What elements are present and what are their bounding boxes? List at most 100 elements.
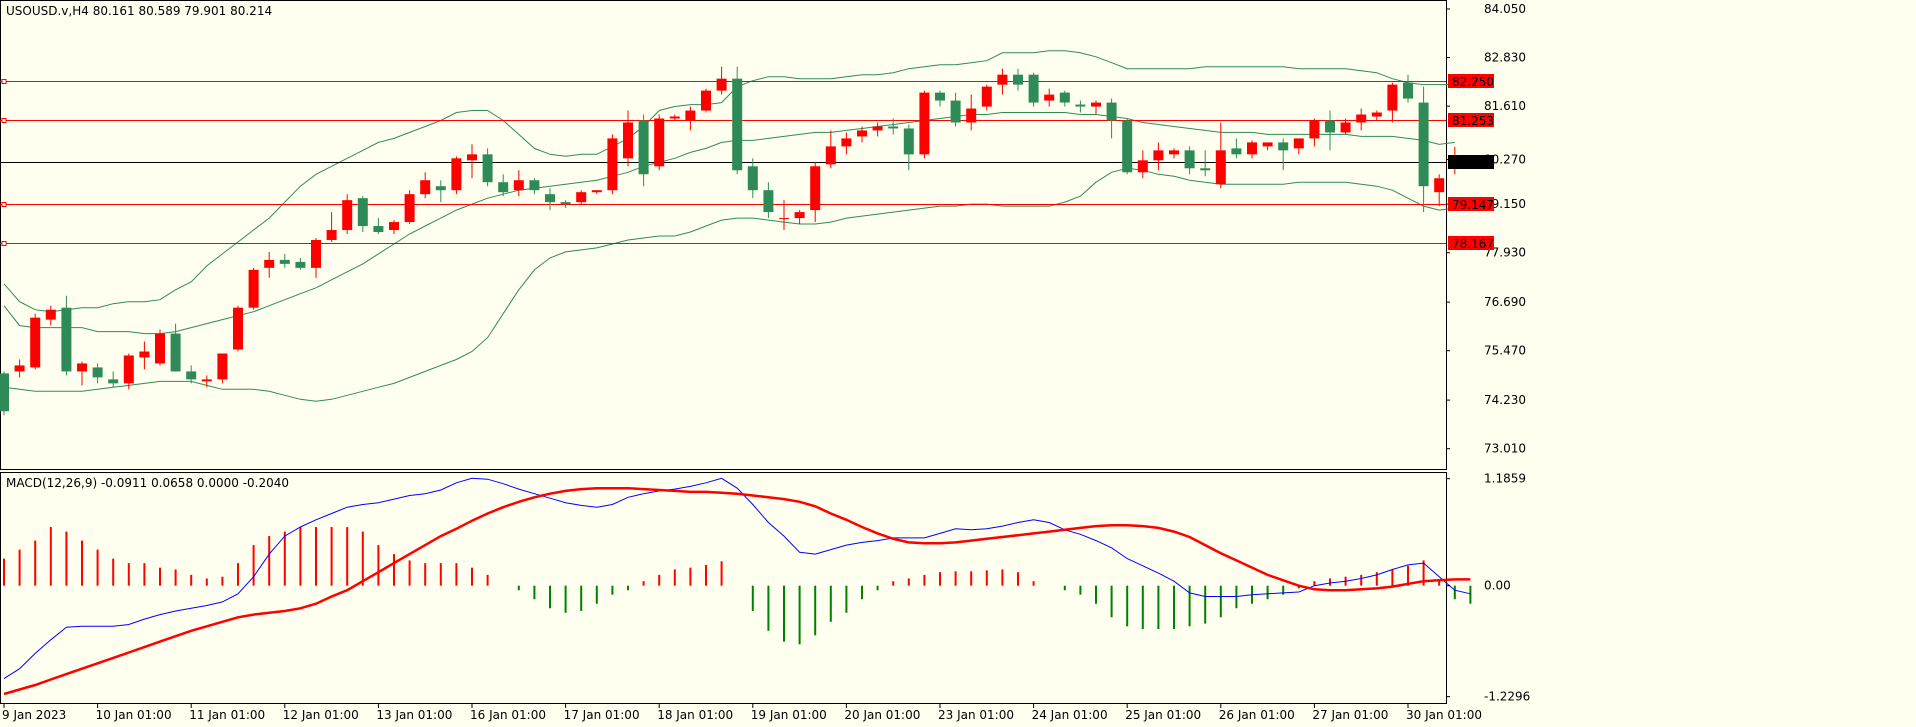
- candle-body[interactable]: [435, 186, 446, 191]
- level-anchor-handle[interactable]: [1, 241, 7, 246]
- candle-body[interactable]: [1262, 142, 1273, 147]
- candle-body[interactable]: [763, 190, 774, 213]
- candle-body[interactable]: [108, 379, 119, 384]
- candle-body[interactable]: [1325, 120, 1335, 133]
- candle-body[interactable]: [560, 202, 571, 205]
- candle-body[interactable]: [685, 110, 696, 121]
- candle-body[interactable]: [888, 126, 899, 129]
- candle-body[interactable]: [1340, 122, 1351, 133]
- candle-body[interactable]: [654, 118, 665, 167]
- candle-body[interactable]: [311, 239, 321, 268]
- candle-body[interactable]: [186, 371, 197, 380]
- candle-body[interactable]: [1231, 148, 1242, 155]
- candle-body[interactable]: [1247, 142, 1257, 155]
- candle-body[interactable]: [1309, 120, 1320, 139]
- candle-body[interactable]: [513, 180, 524, 191]
- candle-body[interactable]: [1387, 84, 1398, 111]
- candle-body[interactable]: [1356, 114, 1367, 123]
- candle-body[interactable]: [1028, 74, 1039, 103]
- candle-body[interactable]: [467, 154, 477, 161]
- candle-body[interactable]: [966, 108, 977, 123]
- candle-body[interactable]: [1106, 102, 1117, 121]
- candle-body[interactable]: [1403, 82, 1413, 99]
- candle-body[interactable]: [264, 259, 275, 268]
- candle-body[interactable]: [903, 128, 914, 155]
- candle-body[interactable]: [342, 200, 353, 231]
- candle-body[interactable]: [747, 166, 758, 191]
- candle-body[interactable]: [139, 351, 150, 358]
- candle-body[interactable]: [61, 307, 72, 372]
- candle-body[interactable]: [857, 130, 867, 137]
- candle-body[interactable]: [92, 367, 103, 378]
- candle-body[interactable]: [389, 222, 399, 231]
- candle-body[interactable]: [1293, 138, 1304, 149]
- candle-body[interactable]: [1418, 102, 1429, 187]
- candle-body[interactable]: [248, 269, 259, 308]
- candle-body[interactable]: [716, 78, 727, 91]
- candle-body[interactable]: [1122, 120, 1133, 173]
- candle-body[interactable]: [0, 373, 9, 412]
- candle-body[interactable]: [950, 100, 961, 123]
- candle-body[interactable]: [1091, 102, 1101, 107]
- candle-body[interactable]: [1434, 178, 1445, 193]
- candle-body[interactable]: [279, 259, 290, 264]
- candle-body[interactable]: [732, 78, 743, 171]
- candle-body[interactable]: [810, 166, 821, 211]
- price-pane[interactable]: [0, 0, 1447, 470]
- candle-body[interactable]: [529, 180, 540, 191]
- candle-body[interactable]: [326, 230, 337, 240]
- candle-body[interactable]: [872, 126, 883, 131]
- candle-body[interactable]: [1059, 92, 1070, 103]
- candle-body[interactable]: [1215, 150, 1226, 185]
- candle-body[interactable]: [170, 333, 181, 372]
- candle-body[interactable]: [482, 154, 493, 183]
- candle-body[interactable]: [701, 90, 711, 111]
- candle-body[interactable]: [1278, 142, 1289, 151]
- candle-body[interactable]: [669, 116, 680, 119]
- candle-body[interactable]: [841, 138, 852, 147]
- candle-body[interactable]: [623, 122, 633, 159]
- candle-body[interactable]: [233, 307, 243, 350]
- candle-body[interactable]: [1075, 104, 1086, 107]
- candle-body[interactable]: [77, 363, 87, 372]
- macd-pane[interactable]: [0, 472, 1447, 704]
- candle-body[interactable]: [217, 353, 228, 380]
- candle-body[interactable]: [404, 194, 415, 223]
- candle-body[interactable]: [997, 74, 1008, 85]
- candle-body[interactable]: [14, 365, 25, 372]
- candle-body[interactable]: [607, 138, 618, 191]
- candle-body[interactable]: [545, 194, 555, 203]
- candle-body[interactable]: [45, 309, 56, 320]
- candle-body[interactable]: [935, 92, 945, 101]
- candle-body[interactable]: [451, 158, 462, 191]
- candle-body[interactable]: [498, 182, 509, 193]
- candle-body[interactable]: [30, 317, 41, 368]
- candle-body[interactable]: [825, 146, 836, 165]
- candle-body[interactable]: [591, 190, 602, 193]
- candle-body[interactable]: [1371, 112, 1382, 117]
- candle-body[interactable]: [981, 86, 992, 107]
- candle-body[interactable]: [1013, 74, 1023, 85]
- candle-body[interactable]: [638, 120, 649, 175]
- candle-body[interactable]: [1184, 150, 1195, 169]
- candle-body[interactable]: [373, 226, 384, 233]
- candle-body[interactable]: [1200, 168, 1211, 171]
- candle-body[interactable]: [155, 333, 165, 364]
- candle-body[interactable]: [123, 355, 134, 384]
- level-anchor-handle[interactable]: [1, 79, 7, 84]
- candle-body[interactable]: [1137, 160, 1148, 173]
- level-anchor-handle[interactable]: [1, 202, 7, 207]
- candle-body[interactable]: [919, 92, 930, 155]
- candle-body[interactable]: [1153, 150, 1164, 161]
- candle-body[interactable]: [357, 198, 368, 227]
- candle-body[interactable]: [201, 379, 212, 382]
- candle-body[interactable]: [576, 192, 587, 203]
- candle-body[interactable]: [420, 180, 431, 195]
- candle-body[interactable]: [1169, 150, 1179, 155]
- candle-body[interactable]: [1044, 94, 1055, 101]
- candle-body[interactable]: [794, 212, 805, 219]
- candle-body[interactable]: [295, 261, 306, 268]
- level-anchor-handle[interactable]: [1, 118, 7, 123]
